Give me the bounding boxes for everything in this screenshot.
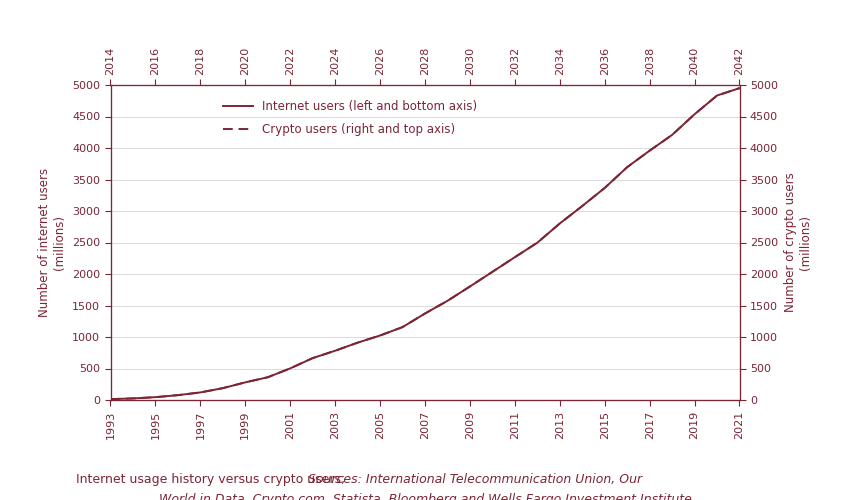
- Legend: Internet users (left and bottom axis), Crypto users (right and top axis): Internet users (left and bottom axis), C…: [224, 100, 478, 136]
- Text: Sources: International Telecommunication Union, Our: Sources: International Telecommunication…: [309, 472, 643, 486]
- Y-axis label: Number of internet users
(millions): Number of internet users (millions): [38, 168, 66, 317]
- Text: Internet usage history versus crypto users;: Internet usage history versus crypto use…: [76, 472, 349, 486]
- Y-axis label: Number of crypto users
(millions): Number of crypto users (millions): [784, 172, 812, 312]
- Text: World in Data, Crypto.com, Statista, Bloomberg and Wells Fargo Investment Instit: World in Data, Crypto.com, Statista, Blo…: [159, 492, 691, 500]
